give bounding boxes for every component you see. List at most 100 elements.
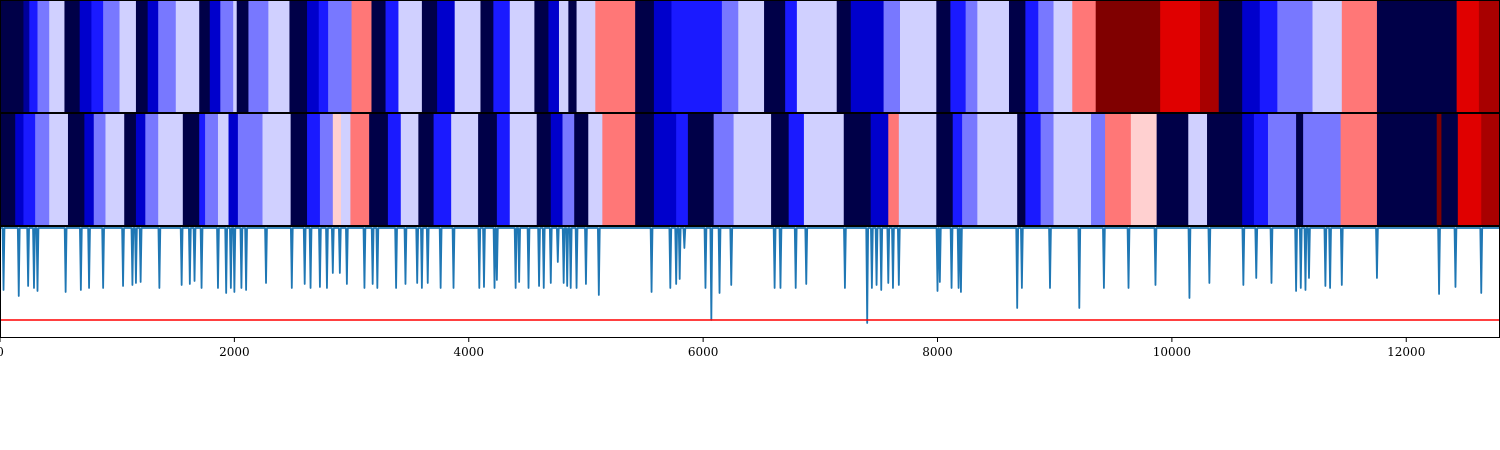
top-segment-17 [233, 0, 238, 113]
middle-segment-23 [319, 113, 334, 226]
middle-segment-71 [1267, 113, 1297, 226]
middle-segment-65 [1130, 113, 1158, 226]
top-segment-65 [1218, 0, 1243, 113]
middle-segment-4 [49, 113, 69, 226]
middle-segment-77 [1441, 113, 1459, 226]
top-segment-60 [1053, 0, 1073, 113]
top-segment-38 [568, 0, 578, 113]
top-segment-21 [289, 0, 308, 113]
middle-segment-48 [771, 113, 790, 226]
middle-segment-60 [1025, 113, 1042, 226]
middle-segment-64 [1105, 113, 1132, 226]
top-segment-13 [175, 0, 200, 113]
top-segment-2 [29, 0, 39, 113]
middle-segment-59 [1017, 113, 1026, 226]
middle-segment-3 [35, 113, 50, 226]
middle-segment-46 [713, 113, 735, 226]
top-segment-5 [64, 0, 81, 113]
middle-segment-7 [93, 113, 107, 226]
middle-segment-25 [341, 113, 351, 226]
middle-segment-45 [687, 113, 715, 226]
middle-segment-41 [602, 113, 636, 226]
top-segment-57 [1008, 0, 1026, 113]
top-segment-39 [576, 0, 596, 113]
middle-segment-9 [124, 113, 137, 226]
middle-segment-13 [182, 113, 200, 226]
middle-segment-37 [550, 113, 564, 226]
middle-segment-76 [1436, 113, 1443, 226]
middle-segment-21 [290, 113, 308, 226]
top-segment-45 [738, 0, 765, 113]
top-segment-58 [1025, 0, 1039, 113]
middle-segment-20 [262, 113, 292, 226]
middle-segment-69 [1242, 113, 1255, 226]
heatmap-middle [0, 113, 1500, 226]
top-segment-20 [268, 0, 291, 113]
top-segment-33 [493, 0, 511, 113]
x-tick-label-3: 6000 [688, 345, 719, 359]
top-segment-61 [1072, 0, 1097, 113]
top-segment-55 [965, 0, 978, 113]
top-segment-68 [1277, 0, 1314, 113]
top-segment-19 [248, 0, 269, 113]
middle-segment-44 [676, 113, 689, 226]
top-segment-59 [1038, 0, 1055, 113]
top-segment-27 [385, 0, 400, 113]
x-tick-label-6: 12000 [1387, 345, 1425, 359]
middle-segment-72 [1296, 113, 1304, 226]
middle-segment-55 [936, 113, 954, 226]
top-segment-35 [534, 0, 550, 113]
top-segment-12 [158, 0, 177, 113]
top-segment-15 [209, 0, 221, 113]
middle-segment-10 [135, 113, 146, 226]
top-segment-44 [721, 0, 739, 113]
middle-segment-31 [433, 113, 452, 226]
middle-segment-53 [888, 113, 900, 226]
top-segment-56 [977, 0, 1010, 113]
top-segment-28 [398, 0, 423, 113]
top-segment-10 [135, 0, 149, 113]
middle-segment-52 [870, 113, 889, 226]
top-segment-22 [307, 0, 320, 113]
middle-segment-33 [478, 113, 498, 226]
middle-segment-36 [536, 113, 552, 226]
middle-segment-79 [1481, 113, 1500, 226]
top-segment-52 [900, 0, 937, 113]
middle-segment-66 [1156, 113, 1189, 226]
middle-segment-40 [588, 113, 603, 226]
top-segment-24 [328, 0, 353, 113]
middle-segment-61 [1040, 113, 1055, 226]
middle-segment-30 [418, 113, 435, 226]
x-tick-label-4: 8000 [922, 345, 953, 359]
middle-segment-2 [23, 113, 36, 226]
middle-segment-50 [803, 113, 845, 226]
middle-segment-67 [1188, 113, 1208, 226]
top-segment-43 [671, 0, 723, 113]
middle-segment-14 [199, 113, 206, 226]
top-segment-42 [653, 0, 673, 113]
middle-segment-47 [733, 113, 772, 226]
top-segment-64 [1200, 0, 1220, 113]
top-segment-69 [1312, 0, 1343, 113]
middle-segment-6 [84, 113, 95, 226]
middle-segment-0 [0, 113, 16, 226]
top-segment-34 [509, 0, 535, 113]
middle-segment-62 [1053, 113, 1092, 226]
top-segment-63 [1160, 0, 1201, 113]
top-segment-9 [119, 0, 137, 113]
top-segment-66 [1242, 0, 1261, 113]
middle-segment-19 [244, 113, 264, 226]
middle-segment-49 [788, 113, 805, 226]
middle-segment-57 [962, 113, 978, 226]
middle-segment-38 [562, 113, 575, 226]
middle-segment-68 [1207, 113, 1243, 226]
x-tick-label-2: 4000 [453, 345, 484, 359]
top-segment-30 [437, 0, 456, 113]
middle-segment-15 [205, 113, 219, 226]
x-tick-label-0: 0 [0, 345, 4, 359]
middle-segment-27 [369, 113, 389, 226]
middle-segment-22 [307, 113, 321, 226]
middle-segment-73 [1303, 113, 1342, 226]
top-segment-47 [785, 0, 798, 113]
